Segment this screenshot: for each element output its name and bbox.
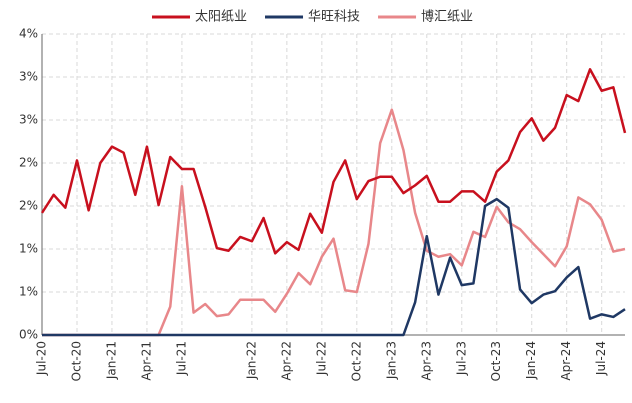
y-tick-label: 2% [19,156,38,170]
y-tick-label: 1% [19,242,38,256]
series-line [42,108,626,337]
legend-item: 博汇纸业 [378,10,473,25]
legend-label: 华旺科技 [308,10,360,25]
series-line [40,68,627,255]
x-tick-label: Jul-22 [314,341,328,376]
x-tick-label: Oct-20 [69,341,83,381]
x-tick-label: Oct-23 [489,341,503,381]
x-tick-label: Jul-24 [594,341,608,376]
y-tick-label: 2% [19,199,38,213]
legend-label: 博汇纸业 [421,10,473,25]
x-tick-label: Apr-22 [279,341,293,381]
x-tick-label: Jul-20 [35,341,49,376]
x-tick-label: Jan-21 [104,341,118,380]
x-tick-label: Jan-22 [244,341,258,380]
x-tick-label: Jan-23 [384,341,398,380]
x-tick-label: Apr-21 [139,341,153,381]
series-line [42,197,626,337]
legend-item: 太阳纸业 [152,10,247,25]
y-tick-label: 3% [19,113,38,127]
y-tick-label: 0% [19,328,38,342]
x-tick-label: Apr-23 [419,341,433,381]
x-tick-label: Jan-24 [524,341,538,380]
x-tick-label: Jul-23 [454,341,468,376]
y-tick-label: 3% [19,70,38,84]
y-tick-label: 4% [19,27,38,41]
y-tick-label: 1% [19,285,38,299]
legend-label: 太阳纸业 [195,10,247,25]
x-tick-label: Oct-22 [349,341,363,381]
x-tick-label: Jul-21 [174,341,188,376]
x-tick-label: Apr-24 [559,341,573,381]
legend-item: 华旺科技 [265,10,360,25]
